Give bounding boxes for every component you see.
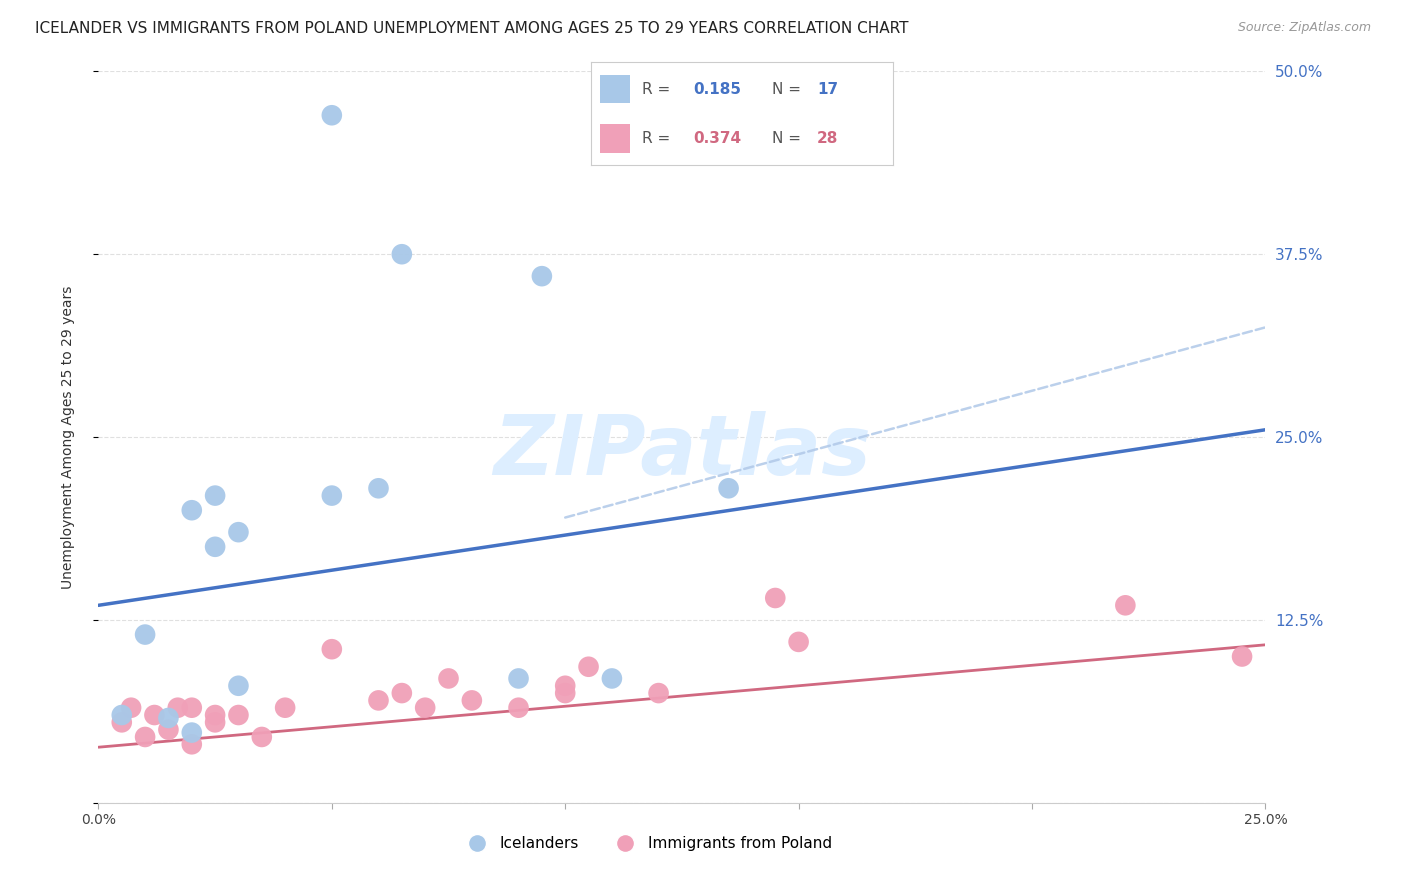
Text: ZIPatlas: ZIPatlas [494,411,870,492]
Point [204,708,226,723]
Text: N =: N = [772,131,801,146]
Point [180,503,202,517]
Point [391,247,413,261]
Point [461,693,484,707]
Point [321,489,343,503]
Point [763,591,786,605]
Point [180,725,202,739]
Point [787,635,810,649]
Point [321,108,343,122]
Point [204,540,226,554]
Point [578,659,600,673]
Text: N =: N = [772,81,801,96]
Point [508,672,530,686]
Point [166,700,188,714]
Point [143,708,166,723]
Text: R =: R = [643,131,671,146]
Point [437,672,460,686]
Text: Source: ZipAtlas.com: Source: ZipAtlas.com [1237,21,1371,34]
Point [1230,649,1253,664]
Point [228,708,250,723]
Point [250,730,273,744]
Point [111,715,134,730]
Point [228,679,250,693]
Point [647,686,669,700]
Point [111,708,134,723]
Point [367,693,389,707]
Point [180,700,202,714]
Text: R =: R = [643,81,671,96]
Point [367,481,389,495]
Point [508,700,530,714]
Point [134,627,156,641]
Bar [599,124,630,153]
Point [274,700,297,714]
Point [228,525,250,540]
Text: 28: 28 [817,131,838,146]
Point [391,686,413,700]
Point [1114,599,1136,613]
Point [180,737,202,751]
Bar [599,75,630,103]
Point [530,269,553,284]
Text: 0.374: 0.374 [693,131,741,146]
Point [413,700,436,714]
Text: 17: 17 [817,81,838,96]
Point [157,711,180,725]
Point [120,700,142,714]
Point [554,679,576,693]
Legend: Icelanders, Immigrants from Poland: Icelanders, Immigrants from Poland [456,830,838,857]
Y-axis label: Unemployment Among Ages 25 to 29 years: Unemployment Among Ages 25 to 29 years [60,285,75,589]
Point [204,489,226,503]
Point [157,723,180,737]
Text: 0.185: 0.185 [693,81,741,96]
Point [600,672,623,686]
Point [134,730,156,744]
Text: ICELANDER VS IMMIGRANTS FROM POLAND UNEMPLOYMENT AMONG AGES 25 TO 29 YEARS CORRE: ICELANDER VS IMMIGRANTS FROM POLAND UNEM… [35,21,908,36]
Point [321,642,343,657]
Point [554,686,576,700]
Point [204,715,226,730]
Point [717,481,740,495]
